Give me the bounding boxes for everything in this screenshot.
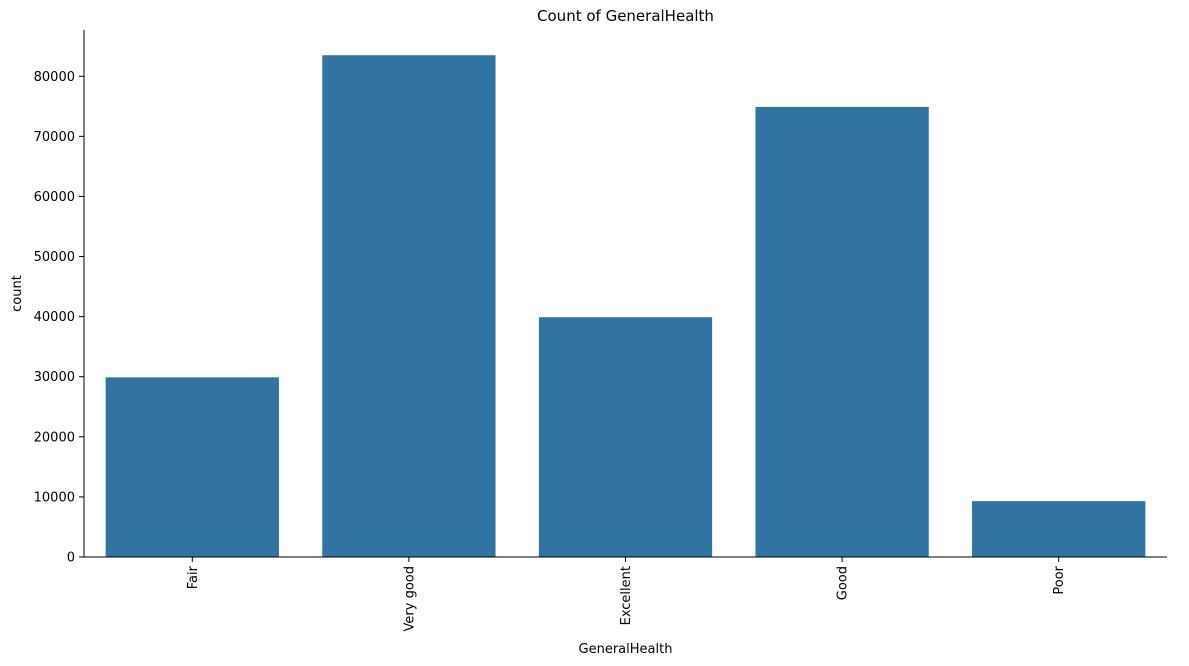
y-tick-label: 60000 xyxy=(34,190,75,205)
y-tick-label: 50000 xyxy=(34,250,75,265)
y-axis-ticks: 0 10000 20000 30000 40000 50000 60000 70000 8000… xyxy=(34,70,84,566)
x-tick-label: Very good xyxy=(402,566,417,631)
y-tick-label: 10000 xyxy=(34,490,75,505)
bar-fair xyxy=(105,377,279,557)
x-tick-label: Good xyxy=(836,566,851,600)
y-tick-label: 30000 xyxy=(34,370,75,385)
bars-group xyxy=(105,55,1146,558)
x-axis-title: GeneralHealth xyxy=(579,642,673,657)
bar-excellent xyxy=(538,317,713,557)
y-tick-label: 70000 xyxy=(34,130,75,145)
y-tick-label: 40000 xyxy=(34,310,75,325)
y-tick-label: 0 xyxy=(67,551,75,566)
x-tick-label: Excellent xyxy=(619,566,634,625)
y-tick-label: 80000 xyxy=(34,70,75,85)
y-axis-title: count xyxy=(10,275,25,312)
y-tick-label: 20000 xyxy=(34,430,75,445)
bar-poor xyxy=(972,501,1146,557)
x-tick-label: Poor xyxy=(1052,565,1067,594)
chart-title: Count of GeneralHealth xyxy=(537,7,714,25)
x-tick-label: Fair xyxy=(186,565,201,589)
bar-good xyxy=(755,106,929,558)
bar-very-good xyxy=(322,55,496,557)
x-axis-ticks: Fair Very good Excellent Good Poor xyxy=(186,557,1067,631)
